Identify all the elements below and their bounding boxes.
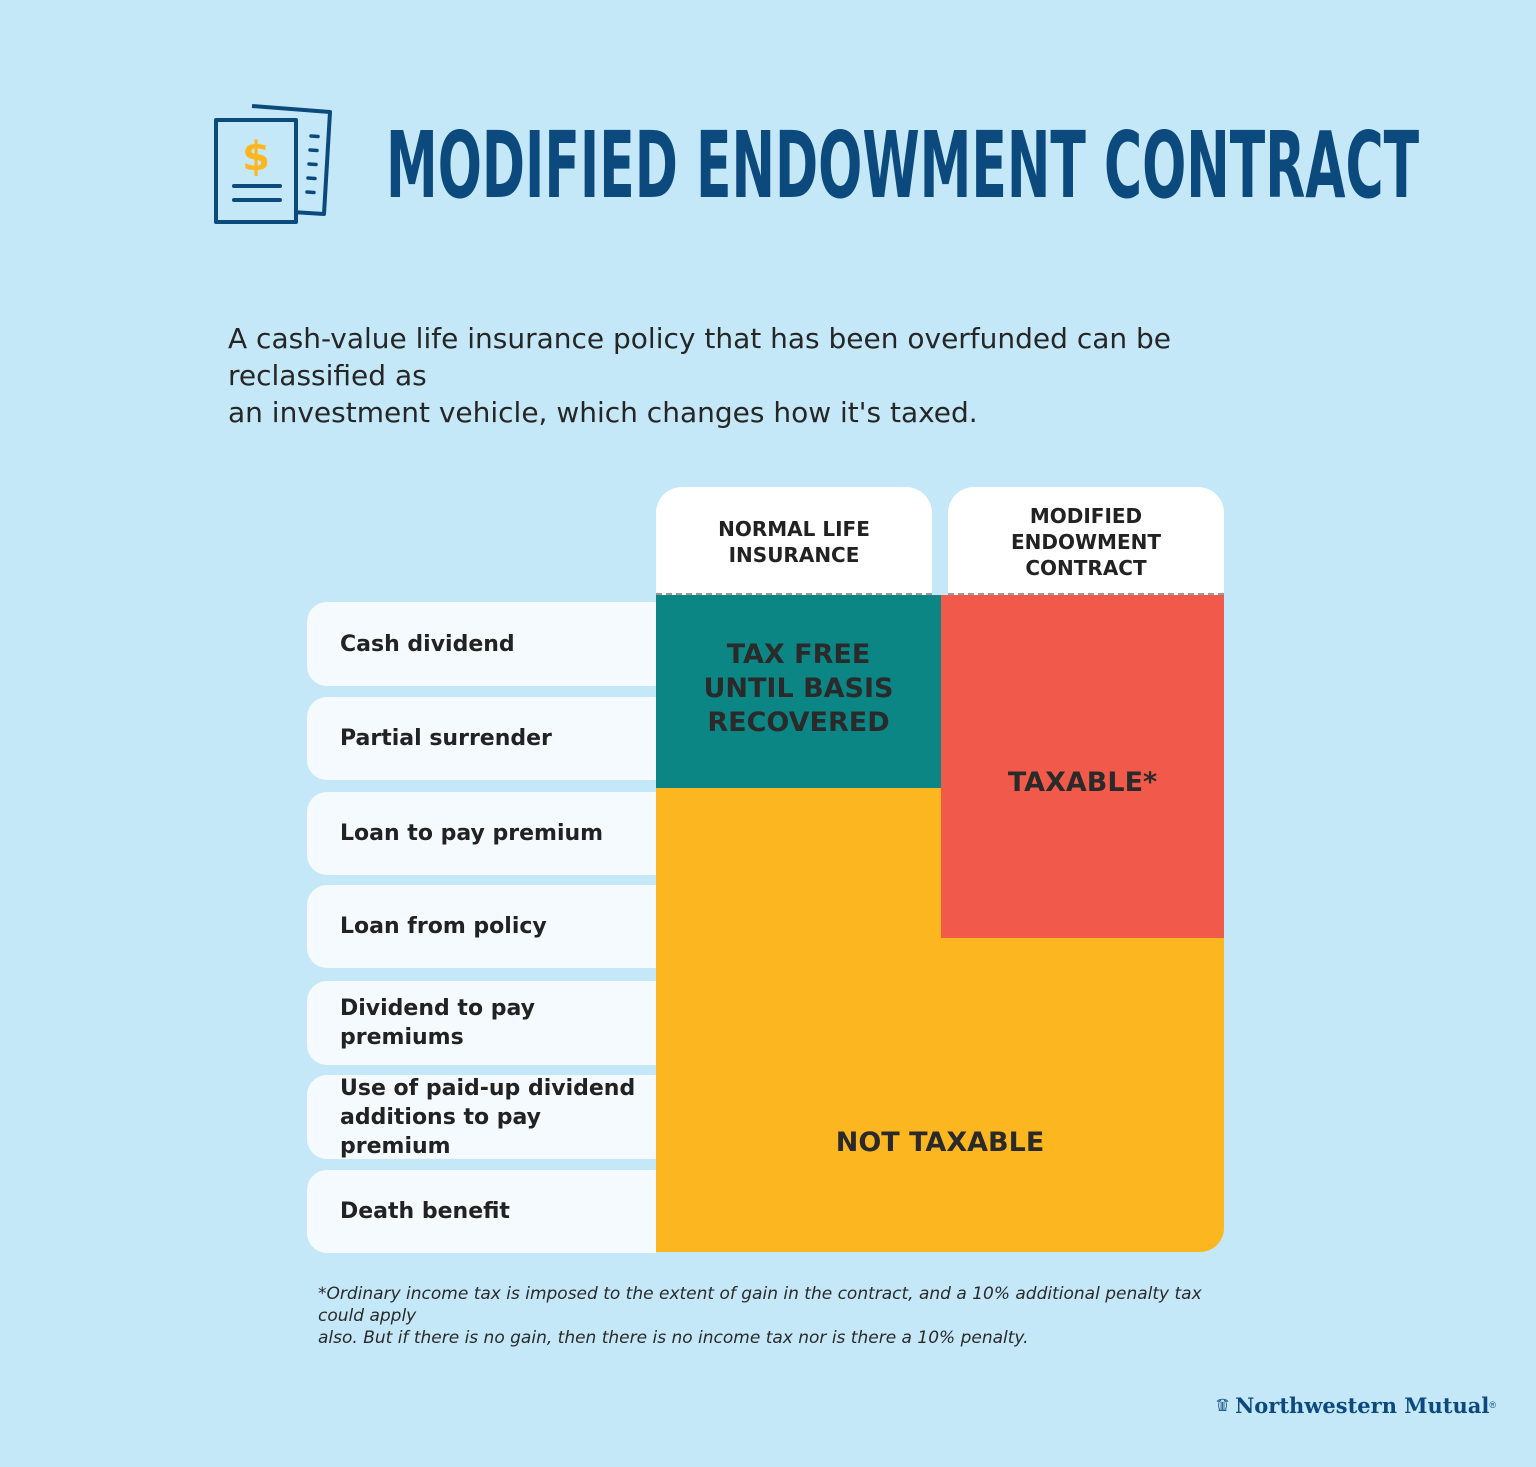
row-label-text: Dividend to pay premiums: [340, 996, 535, 1050]
row-label-text: Use of paid-up dividend: [340, 1075, 636, 1101]
column-header-modified-endowment-contract: MODIFIED ENDOWMENT CONTRACT: [948, 487, 1224, 595]
column-header-line: ENDOWMENT: [1010, 530, 1161, 554]
svg-text:$: $: [242, 134, 270, 180]
row-label-text: additions to pay premium: [340, 1104, 542, 1159]
region-tax-free: [656, 595, 941, 788]
row-label-text: Loan to pay premium: [340, 821, 604, 846]
intro-text: A cash-value life insurance policy that …: [228, 320, 1328, 431]
row-label-text: Partial surrender: [340, 726, 552, 751]
column-header-line: NORMAL LIFE: [718, 517, 870, 541]
row-label-text: Cash dividend: [340, 631, 515, 657]
column-header-line: MODIFIED: [1029, 504, 1143, 528]
taxable-label: TAXABLE*: [1007, 767, 1158, 798]
row-label-cash-dividend: Cash dividend: [307, 602, 656, 686]
document-dollar-icon: $: [214, 104, 332, 224]
row-label-text: Death benefit: [340, 1199, 510, 1224]
row-label-dividend-to-pay-premiums: Dividend to pay premiums: [307, 981, 656, 1065]
logo-wordmark: Northwestern Mutual: [1235, 1392, 1490, 1418]
not-taxable-label: NOT TAXABLE: [835, 1127, 1045, 1158]
northwestern-mutual-logo: Northwestern Mutual ®: [1216, 1385, 1496, 1425]
row-label-partial-surrender: Partial surrender: [307, 697, 656, 780]
row-label-paid-up-dividend-additions: Use of paid-up dividend additions to pay…: [307, 1075, 656, 1159]
column-header-line: CONTRACT: [1025, 556, 1147, 580]
tax-free-label: TAX FREE UNTIL BASIS RECOVERED: [656, 638, 941, 740]
row-label-loan-to-pay-premium: Loan to pay premium: [307, 792, 656, 875]
column-header-normal-life-insurance: NORMAL LIFE INSURANCE: [656, 487, 932, 595]
page-title: MODIFIED ENDOWMENT CONTRACT: [386, 112, 1420, 219]
row-label-death-benefit: Death benefit: [307, 1170, 656, 1253]
footnote: *Ordinary income tax is imposed to the e…: [318, 1283, 1248, 1349]
tax-free-label-line: RECOVERED: [707, 707, 890, 738]
region-taxable: [941, 595, 1224, 938]
column-header-line: INSURANCE: [728, 543, 860, 567]
row-label-loan-from-policy: Loan from policy: [307, 885, 656, 968]
pillar-capital-icon: [1216, 1398, 1229, 1411]
registered-mark: ®: [1489, 1400, 1496, 1410]
intro-line-2: an investment vehicle, which changes how…: [228, 396, 978, 429]
row-label-text: Loan from policy: [340, 914, 547, 939]
intro-line-1: A cash-value life insurance policy that …: [228, 322, 1172, 392]
footnote-line-2: also. But if there is no gain, then ther…: [318, 1328, 1029, 1348]
tax-free-label-line: TAX FREE: [726, 639, 871, 670]
tax-free-label-line: UNTIL BASIS: [703, 673, 894, 704]
footnote-line-1: *Ordinary income tax is imposed to the e…: [318, 1284, 1202, 1326]
